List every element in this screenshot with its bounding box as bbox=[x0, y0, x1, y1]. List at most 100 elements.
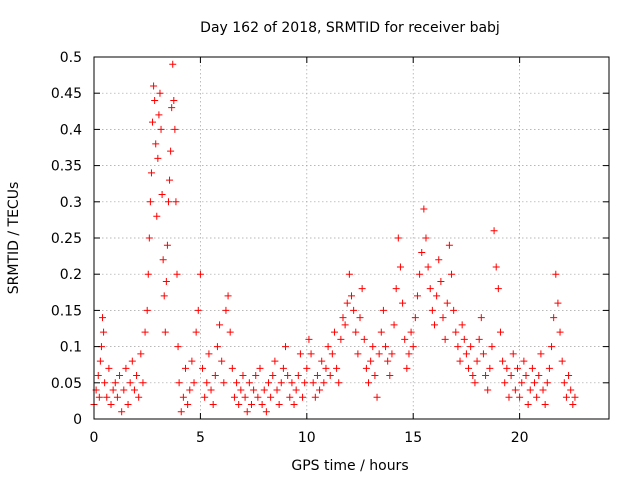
data-point bbox=[111, 379, 119, 387]
data-point bbox=[501, 379, 509, 387]
data-point bbox=[130, 386, 138, 394]
data-point bbox=[113, 393, 121, 401]
data-point bbox=[311, 393, 319, 401]
data-point bbox=[490, 227, 498, 235]
data-point bbox=[162, 277, 170, 285]
data-point bbox=[118, 408, 126, 416]
grid-lines bbox=[94, 57, 609, 419]
data-point bbox=[164, 198, 172, 206]
data-point bbox=[290, 401, 298, 409]
data-point bbox=[241, 393, 249, 401]
data-point bbox=[96, 357, 104, 365]
data-point bbox=[507, 372, 515, 380]
data-point bbox=[307, 350, 315, 358]
data-point bbox=[537, 350, 545, 358]
data-point bbox=[190, 379, 198, 387]
data-point bbox=[120, 386, 128, 394]
data-point bbox=[218, 357, 226, 365]
data-point bbox=[511, 386, 519, 394]
data-point bbox=[320, 379, 328, 387]
data-point bbox=[228, 364, 236, 372]
data-point bbox=[109, 386, 117, 394]
data-point bbox=[448, 270, 456, 278]
data-point bbox=[362, 364, 370, 372]
data-point bbox=[388, 350, 396, 358]
y-axis-title: SRMTID / TECUs bbox=[6, 182, 22, 295]
x-tick-label: 15 bbox=[404, 430, 422, 446]
y-tick-label: 0.5 bbox=[60, 50, 82, 66]
data-point bbox=[177, 408, 185, 416]
data-point bbox=[299, 393, 307, 401]
data-point bbox=[375, 350, 383, 358]
y-tick-label: 0.35 bbox=[51, 159, 82, 175]
data-point bbox=[243, 408, 251, 416]
data-point bbox=[428, 306, 436, 314]
data-point bbox=[443, 299, 451, 307]
data-point bbox=[456, 357, 464, 365]
data-point bbox=[156, 89, 164, 97]
data-point bbox=[211, 372, 219, 380]
data-point bbox=[282, 343, 290, 351]
data-point bbox=[411, 314, 419, 322]
data-point bbox=[548, 343, 556, 351]
data-point bbox=[396, 263, 404, 271]
data-point bbox=[226, 328, 234, 336]
data-point bbox=[207, 386, 215, 394]
data-point bbox=[407, 328, 415, 336]
data-point bbox=[233, 379, 241, 387]
data-point bbox=[416, 270, 424, 278]
data-point bbox=[567, 386, 575, 394]
data-point bbox=[531, 379, 539, 387]
data-point bbox=[386, 372, 394, 380]
data-point bbox=[133, 372, 141, 380]
data-point bbox=[445, 241, 453, 249]
y-tick-label: 0.4 bbox=[60, 122, 82, 138]
data-point bbox=[101, 379, 109, 387]
x-tick-label: 10 bbox=[298, 430, 316, 446]
x-axis-title: GPS time / hours bbox=[291, 458, 408, 474]
data-point bbox=[535, 372, 543, 380]
data-point bbox=[343, 299, 351, 307]
data-point bbox=[147, 169, 155, 177]
data-point bbox=[471, 379, 479, 387]
data-point bbox=[473, 357, 481, 365]
data-point bbox=[95, 393, 103, 401]
data-point bbox=[171, 125, 179, 133]
data-point bbox=[146, 198, 154, 206]
data-point bbox=[392, 285, 400, 293]
data-point bbox=[245, 379, 253, 387]
data-points bbox=[90, 60, 579, 416]
chart-title: Day 162 of 2018, SRMTID for receiver bab… bbox=[200, 20, 500, 36]
data-point bbox=[169, 60, 177, 68]
y-tick-label: 0.45 bbox=[51, 86, 82, 102]
data-point bbox=[213, 343, 221, 351]
data-point bbox=[426, 285, 434, 293]
data-point bbox=[166, 176, 174, 184]
data-point bbox=[192, 328, 200, 336]
data-point bbox=[99, 314, 107, 322]
data-point bbox=[460, 335, 468, 343]
data-point bbox=[339, 314, 347, 322]
data-point bbox=[437, 277, 445, 285]
data-point bbox=[550, 314, 558, 322]
data-point bbox=[224, 292, 232, 300]
data-point bbox=[382, 343, 390, 351]
data-point bbox=[465, 364, 473, 372]
data-point bbox=[128, 357, 136, 365]
data-point bbox=[161, 328, 169, 336]
data-point bbox=[313, 372, 321, 380]
data-point bbox=[469, 372, 477, 380]
y-tick-label: 0.25 bbox=[51, 231, 82, 247]
data-point bbox=[179, 393, 187, 401]
data-point bbox=[433, 292, 441, 300]
data-point bbox=[145, 234, 153, 242]
data-point bbox=[205, 350, 213, 358]
data-point bbox=[430, 321, 438, 329]
data-point bbox=[373, 393, 381, 401]
data-point bbox=[545, 364, 553, 372]
data-point bbox=[260, 386, 268, 394]
data-point bbox=[137, 350, 145, 358]
data-point bbox=[275, 401, 283, 409]
data-point bbox=[159, 256, 167, 264]
data-point bbox=[103, 393, 111, 401]
